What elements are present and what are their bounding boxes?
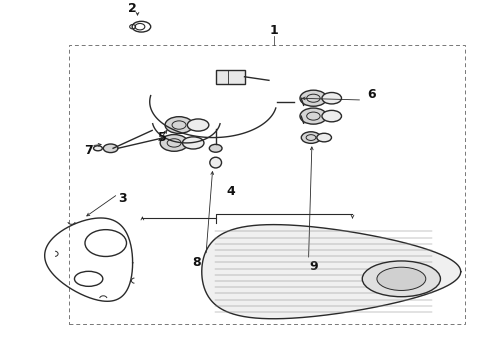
Ellipse shape xyxy=(377,267,426,291)
Ellipse shape xyxy=(165,117,193,134)
Ellipse shape xyxy=(160,135,188,151)
Text: 7: 7 xyxy=(84,144,93,157)
Ellipse shape xyxy=(103,144,118,153)
Ellipse shape xyxy=(300,108,327,124)
Text: 9: 9 xyxy=(309,260,318,273)
Ellipse shape xyxy=(322,111,342,122)
Ellipse shape xyxy=(182,137,204,149)
Ellipse shape xyxy=(362,261,441,297)
Ellipse shape xyxy=(300,90,327,106)
Text: 4: 4 xyxy=(226,185,235,198)
Bar xyxy=(216,70,245,84)
Text: 6: 6 xyxy=(368,88,376,101)
Ellipse shape xyxy=(94,146,102,151)
Text: 8: 8 xyxy=(192,256,200,269)
Text: 3: 3 xyxy=(119,192,127,205)
Ellipse shape xyxy=(209,144,222,152)
Ellipse shape xyxy=(301,132,320,143)
Text: 1: 1 xyxy=(270,24,279,37)
Polygon shape xyxy=(202,225,461,319)
Ellipse shape xyxy=(187,119,209,131)
Text: 5: 5 xyxy=(158,131,166,144)
Ellipse shape xyxy=(210,157,221,168)
Ellipse shape xyxy=(322,93,342,104)
Ellipse shape xyxy=(317,133,331,142)
Text: 2: 2 xyxy=(128,2,137,15)
